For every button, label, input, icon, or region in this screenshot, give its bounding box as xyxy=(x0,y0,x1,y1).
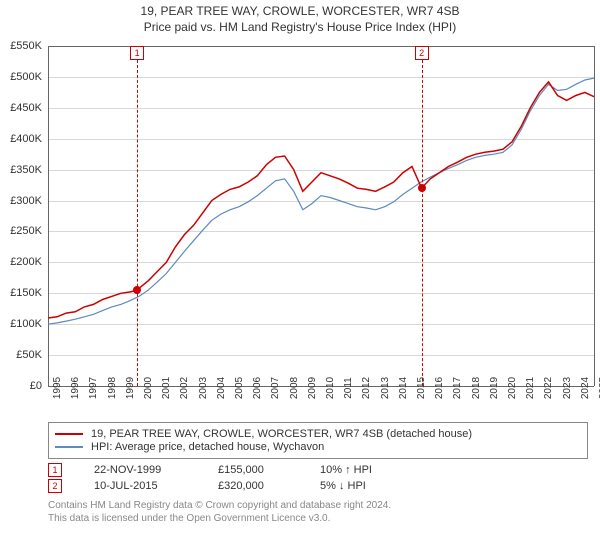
sales-table: 1 22-NOV-1999 £155,000 10% ↑ HPI 2 10-JUL-201… xyxy=(48,463,588,493)
sale-price: £155,000 xyxy=(218,464,288,476)
footer-line-1: Contains HM Land Registry data © Crown c… xyxy=(48,499,588,512)
price-chart: £0 £50K £100K £150K £200K £250K £300K £350K £400… xyxy=(0,36,600,416)
sale-vs-hpi: 5% ↓ HPI xyxy=(320,480,366,492)
page-title-desc: Price paid vs. HM Land Registry's House … xyxy=(0,20,600,34)
sale-index-box: 1 xyxy=(48,463,62,477)
sale-price: £320,000 xyxy=(218,480,288,492)
legend-label: 19, PEAR TREE WAY, CROWLE, WORCESTER, WR… xyxy=(91,428,472,440)
legend-item: 19, PEAR TREE WAY, CROWLE, WORCESTER, WR… xyxy=(55,428,581,440)
sale-index-box: 2 xyxy=(48,479,62,493)
y-tick-label: £500K xyxy=(0,71,42,83)
y-tick-label: £200K xyxy=(0,256,42,268)
sale-date: 10-JUL-2015 xyxy=(94,480,186,492)
y-tick-label: £350K xyxy=(0,164,42,176)
sale-marker-dot xyxy=(133,286,141,294)
sale-vs-hpi: 10% ↑ HPI xyxy=(320,464,372,476)
sale-marker-line xyxy=(422,60,423,386)
legend-swatch xyxy=(55,433,83,435)
sale-row: 2 10-JUL-2015 £320,000 5% ↓ HPI xyxy=(48,479,588,493)
y-tick-label: £300K xyxy=(0,195,42,207)
y-tick-label: £550K xyxy=(0,40,42,52)
y-tick-label: £50K xyxy=(0,349,42,361)
attribution-footer: Contains HM Land Registry data © Crown c… xyxy=(48,499,588,525)
legend: 19, PEAR TREE WAY, CROWLE, WORCESTER, WR… xyxy=(48,422,588,459)
y-tick-label: £0 xyxy=(0,380,42,392)
series-property xyxy=(48,82,594,318)
plot-border xyxy=(594,46,595,386)
y-tick-label: £150K xyxy=(0,287,42,299)
footer-line-2: This data is licensed under the Open Gov… xyxy=(48,512,588,525)
plot-svg xyxy=(48,46,594,386)
legend-label: HPI: Average price, detached house, Wych… xyxy=(91,441,324,453)
sale-row: 1 22-NOV-1999 £155,000 10% ↑ HPI xyxy=(48,463,588,477)
legend-swatch xyxy=(55,446,83,448)
page-title-address: 19, PEAR TREE WAY, CROWLE, WORCESTER, WR… xyxy=(0,4,600,18)
sale-marker-box: 2 xyxy=(415,46,429,60)
sale-date: 22-NOV-1999 xyxy=(94,464,186,476)
y-tick-label: £400K xyxy=(0,133,42,145)
series-hpi xyxy=(48,78,594,324)
sale-marker-line xyxy=(137,60,138,386)
sale-marker-dot xyxy=(418,184,426,192)
legend-item: HPI: Average price, detached house, Wych… xyxy=(55,441,581,453)
sale-marker-box: 1 xyxy=(130,46,144,60)
y-tick-label: £100K xyxy=(0,318,42,330)
y-tick-label: £250K xyxy=(0,225,42,237)
y-tick-label: £450K xyxy=(0,102,42,114)
